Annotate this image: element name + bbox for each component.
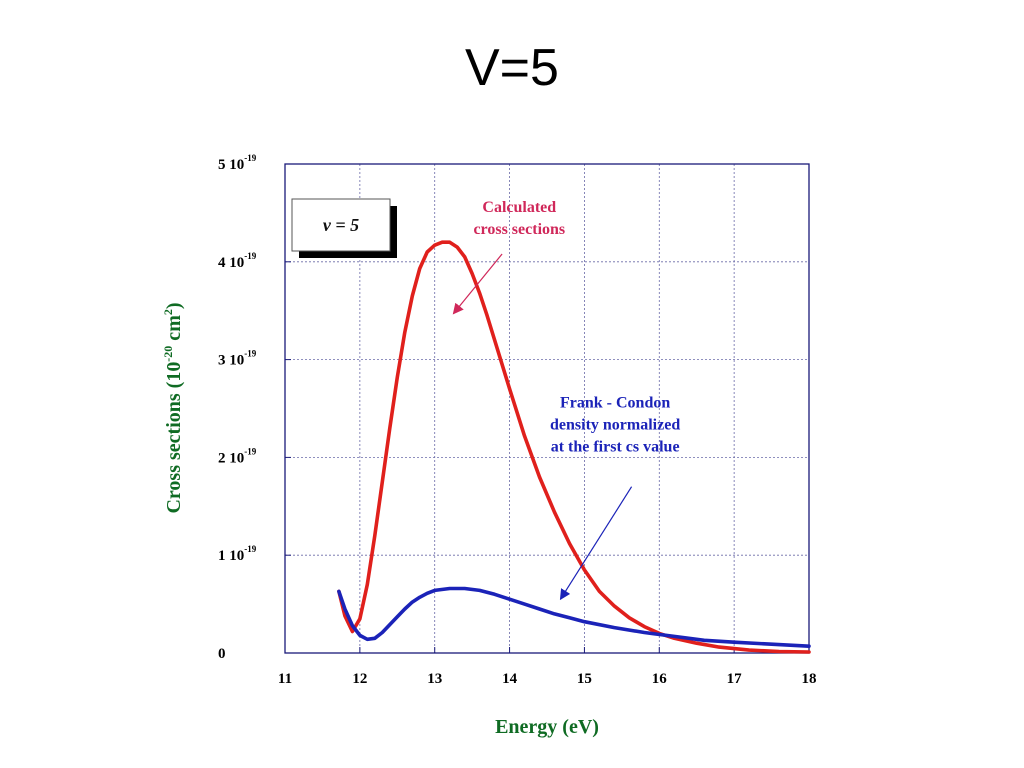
x-tick-label: 16 [652, 671, 668, 687]
y-tick-label: 4 10-19 [218, 251, 257, 271]
y-tick-label: 2 10-19 [218, 446, 257, 466]
annotation-text-2: at the first cs value [551, 439, 680, 456]
y-axis-label-base: Cross sections (10 [163, 362, 185, 514]
y-axis-label-exp: -20 [161, 346, 175, 362]
y-axis-label-unit-exp: 2 [161, 309, 175, 315]
annotation-arrow-1 [452, 253, 503, 315]
x-tick-label: 17 [727, 671, 743, 687]
x-tick-label: 14 [502, 671, 518, 687]
y-axis-label: Cross sections (10-20 cm2) [161, 302, 185, 513]
annotation-arrow-2 [559, 486, 633, 601]
legend-label: v = 5 [323, 215, 359, 235]
series-line-2 [337, 586, 811, 648]
slide-title: V=5 [465, 39, 559, 97]
x-tick-label: 18 [802, 671, 817, 687]
y-axis-label-close: ) [163, 302, 185, 309]
y-axis-label-unit: cm [163, 315, 185, 346]
y-tick-label: 5 10-19 [218, 153, 257, 173]
tick-labels: 11 12 13 14 15 16 17 18 0 1 10-19 2 10-19 3 10-19 4 … [218, 153, 817, 687]
x-tick-label: 15 [577, 671, 592, 687]
x-tick-label: 13 [427, 671, 442, 687]
y-tick-label: 3 10-19 [218, 349, 257, 369]
x-axis-label: Energy (eV) [495, 716, 599, 738]
plot-frame [284, 163, 810, 654]
annotation-text-2: Frank - Condon [560, 395, 670, 412]
x-tick-label: 11 [278, 671, 292, 687]
annotation-text-1: Calculated [482, 199, 556, 216]
annotation-text-1: cross sections [473, 221, 565, 238]
annotation-text-2: density normalized [550, 417, 680, 434]
series [337, 240, 811, 654]
x-tick-label: 12 [352, 671, 367, 687]
y-tick-label: 0 [218, 646, 226, 662]
series-line-1 [337, 240, 811, 654]
legend-box: v = 5 [291, 198, 397, 258]
annotations: Calculated cross sections Frank - Condon de… [452, 199, 680, 601]
y-tick-label: 1 10-19 [218, 544, 257, 564]
